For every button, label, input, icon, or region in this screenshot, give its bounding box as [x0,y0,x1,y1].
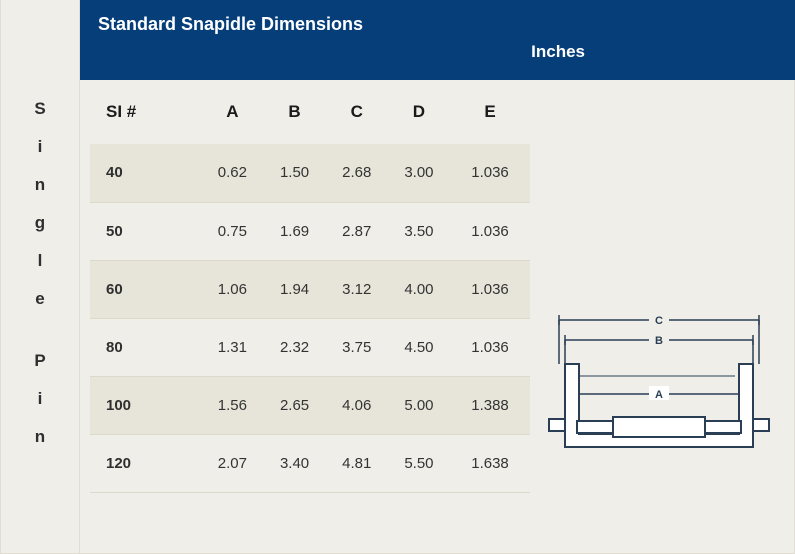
table-cell: 3.75 [326,318,388,376]
table-cell: 1.31 [201,318,263,376]
table-cell: 1.036 [450,260,530,318]
side-label-char: i [38,380,43,418]
table-header-row: SI #ABCDE [90,80,530,144]
table-cell: 2.32 [263,318,325,376]
table-row: 801.312.323.754.501.036 [90,318,530,376]
dimensions-table: SI #ABCDE 400.621.502.683.001.036500.751… [90,80,530,493]
table-cell: 100 [90,376,201,434]
svg-text:C: C [655,315,663,327]
header-bar: Standard Snapidle Dimensions Inches [80,0,795,80]
table-cell: 1.388 [450,376,530,434]
side-label-char: e [35,280,44,318]
side-label-char: g [35,204,45,242]
side-label-char: i [38,128,43,166]
side-label-char: n [35,418,45,456]
table-cell: 5.50 [388,434,450,492]
dimensions-table-wrap: SI #ABCDE 400.621.502.683.001.036500.751… [80,80,539,553]
table-cell: 1.94 [263,260,325,318]
column-header: E [450,80,530,144]
side-label-char: S [34,90,45,128]
page-title: Standard Snapidle Dimensions [98,14,363,35]
side-label-char: l [38,242,43,280]
table-cell: 40 [90,144,201,202]
table-cell: 2.65 [263,376,325,434]
table-row: 1001.562.654.065.001.388 [90,376,530,434]
table-cell: 4.50 [388,318,450,376]
column-header: SI # [90,80,201,144]
table-cell: 3.40 [263,434,325,492]
table-cell: 1.036 [450,144,530,202]
table-cell: 2.07 [201,434,263,492]
table-cell: 1.69 [263,202,325,260]
table-cell: 1.036 [450,318,530,376]
table-cell: 3.00 [388,144,450,202]
side-label-char: n [35,166,45,204]
table-cell: 80 [90,318,201,376]
table-row: 1202.073.404.815.501.638 [90,434,530,492]
table-cell: 50 [90,202,201,260]
table-cell: 1.06 [201,260,263,318]
table-cell: 3.12 [326,260,388,318]
table-cell: 4.81 [326,434,388,492]
table-cell: 5.00 [388,376,450,434]
units-label: Inches [531,42,585,62]
table-row: 400.621.502.683.001.036 [90,144,530,202]
side-label-char: P [34,342,45,380]
table-cell: 1.638 [450,434,530,492]
svg-text:B: B [655,335,663,347]
table-body: 400.621.502.683.001.036500.751.692.873.5… [90,144,530,492]
table-cell: 3.50 [388,202,450,260]
table-cell: 4.00 [388,260,450,318]
svg-text:A: A [655,389,663,401]
table-cell: 1.036 [450,202,530,260]
table-cell: 60 [90,260,201,318]
table-cell: 4.06 [326,376,388,434]
content-body: SI #ABCDE 400.621.502.683.001.036500.751… [80,80,795,554]
main-column: Standard Snapidle Dimensions Inches SI #… [80,0,795,554]
side-label-char [38,318,43,342]
diagram-wrap: CB A [539,80,794,553]
table-cell: 0.75 [201,202,263,260]
side-label-column: Single Pin [0,0,80,554]
table-cell: 120 [90,434,201,492]
table-cell: 1.56 [201,376,263,434]
table-cell: 2.87 [326,202,388,260]
column-header: B [263,80,325,144]
column-header: D [388,80,450,144]
dimension-diagram: CB A [539,302,779,472]
table-row: 500.751.692.873.501.036 [90,202,530,260]
table-cell: 2.68 [326,144,388,202]
table-cell: 1.50 [263,144,325,202]
table-row: 601.061.943.124.001.036 [90,260,530,318]
column-header: C [326,80,388,144]
column-header: A [201,80,263,144]
page-container: Single Pin Standard Snapidle Dimensions … [0,0,795,554]
table-cell: 0.62 [201,144,263,202]
